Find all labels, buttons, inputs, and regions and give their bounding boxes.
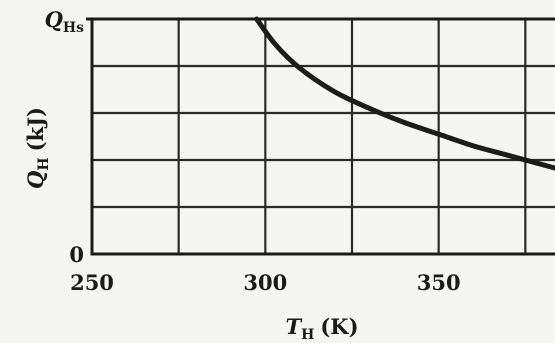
- grid: [86, 17, 555, 254]
- y-tick-label-1: QHs: [45, 7, 85, 36]
- tick-labels: 250 300 350 0 QHs: [45, 7, 461, 295]
- series-line-0: [254, 16, 555, 171]
- x-axis-title: TH (K): [286, 314, 359, 343]
- curve-group: [254, 16, 555, 171]
- x-tick-label-2: 350: [417, 270, 461, 295]
- x-tick-label-0: 250: [70, 270, 114, 295]
- y-axis-title: QH(kJ): [23, 107, 52, 189]
- plot-frame: [90, 17, 555, 256]
- x-tick-label-1: 300: [243, 270, 287, 295]
- y-tick-label-0: 0: [69, 242, 84, 267]
